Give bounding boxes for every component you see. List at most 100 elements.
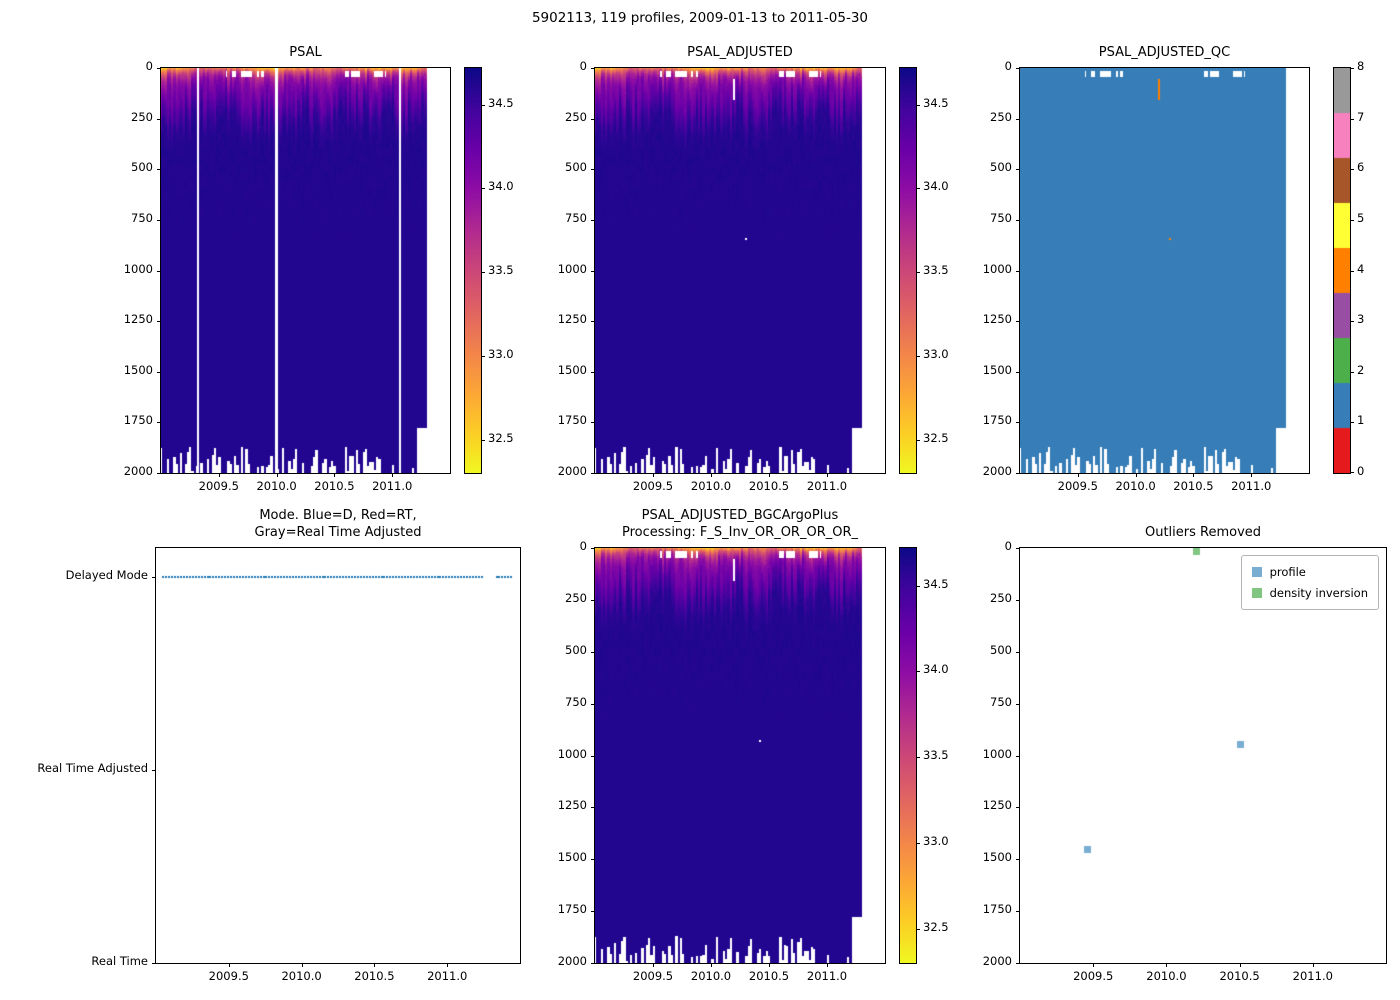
colorbar-tick-label: 2 [1357,362,1365,377]
x-tick-label: 2011.0 [427,969,468,983]
colorbar-tick-mark [481,104,485,106]
y-tick-mark [157,321,161,323]
x-tick-label: 2010.5 [1219,969,1260,983]
x-tick-mark [1239,963,1241,967]
y-tick-label: 1750 [982,902,1012,917]
colorbar-tick-label: 33.0 [923,833,949,848]
y-tick-label: 750 [565,694,587,709]
y-tick-label: 250 [565,109,587,124]
y-tick-label: 250 [990,590,1012,605]
colorbar-tick-label: 32.5 [923,430,949,445]
y-tick-mark [1016,118,1020,120]
y-tick-label: 1000 [982,746,1012,761]
x-tick-mark [228,963,230,967]
psal-adjusted-qc-heatmap-canvas [1020,68,1309,473]
y-tick-label: 1500 [557,850,587,865]
x-tick-label: 2009.5 [1073,969,1114,983]
legend-item-density-inversion: density inversion [1251,583,1368,604]
x-tick-label: 2010.5 [314,479,355,493]
y-tick-mark [1016,219,1020,221]
y-tick-mark [1016,859,1020,861]
y-tick-label: 1000 [123,261,153,276]
y-tick-label: 2000 [982,464,1012,478]
x-tick-mark [334,473,336,477]
y-tick-mark [591,422,595,424]
y-tick-mark [1016,651,1020,653]
y-tick-label: 1250 [123,312,153,327]
y-tick-label: 0 [145,59,153,73]
x-tick-label: 2010.0 [690,969,732,983]
colorbar-tick-label: 8 [1357,59,1365,73]
colorbar-tick-mark [1350,68,1354,69]
y-tick-mark [1016,270,1020,272]
qc-colorbar-canvas [1334,68,1350,473]
panel-psal-adjusted-bgc: PSAL_ADJUSTED_BGCArgoPlus Processing: F_… [558,508,886,983]
bgc-colorbar: 32.5 33.0 33.5 34.0 34.5 [899,547,949,964]
density-inversion-marker-swatch [1251,588,1262,599]
y-tick-label: 1000 [982,261,1012,276]
y-tick-label: 2000 [557,464,587,478]
y-tick-label: 500 [990,160,1012,175]
x-tick-label: 2011.0 [372,479,413,493]
bgc-heatmap-canvas [595,548,885,963]
y-tick-mark [591,371,595,373]
colorbar-tick-label: 0 [1357,464,1365,478]
y-tick-label: 750 [990,210,1012,225]
y-tick-mark [152,769,156,771]
y-tick-label: 1000 [557,746,587,761]
y-tick-mark [157,68,161,69]
y-tick-mark [152,576,156,578]
y-tick-label: 1250 [557,312,587,327]
colorbar-tick-label: 6 [1357,160,1365,175]
y-tick-mark [157,169,161,171]
colorbar-tick-mark [916,188,920,190]
colorbar-tick-mark [916,104,920,106]
y-tick-label: 500 [565,160,587,175]
y-tick-mark [157,219,161,221]
x-tick-mark [711,963,712,967]
y-tick-label: 1500 [557,362,587,377]
x-tick-label: 2010.5 [1173,479,1214,493]
y-tick-label: 500 [990,642,1012,657]
colorbar-tick-mark [916,842,920,844]
y-tick-label: 750 [131,210,153,225]
y-tick-label: 250 [565,590,587,605]
y-tick-label: 750 [990,694,1012,709]
x-tick-mark [301,963,303,967]
y-tick-label: 1500 [982,362,1012,377]
y-tick-mark [1016,599,1020,601]
y-category-label: Delayed Mode [65,567,148,582]
legend-label-profile: profile [1269,565,1306,579]
outliers-legend: profile density inversion [1240,555,1379,611]
y-tick-mark [1016,321,1020,323]
panel-outliers-title: Outliers Removed [1144,525,1262,541]
x-tick-mark [1251,473,1253,477]
colorbar-tick-mark [916,439,920,441]
y-tick-label: 0 [1004,539,1012,553]
colorbar-tick-label: 34.5 [923,576,949,591]
y-tick-mark [1016,68,1020,69]
x-tick-label: 2010.0 [1146,969,1187,983]
x-tick-label: 2009.5 [632,479,674,493]
colorbar-tick-mark [916,671,920,673]
x-tick-mark [769,963,770,967]
colorbar-tick-mark [1350,422,1354,424]
y-tick-mark [591,321,595,323]
panel-mode-title-line2: Gray=Real Time Adjusted [254,525,422,541]
y-tick-label: 1000 [557,261,587,276]
x-tick-label: 2011.0 [806,479,848,493]
colorbar-tick-mark [916,585,920,587]
psal-colorbar-canvas [465,68,481,473]
colorbar-tick-label: 33.5 [923,748,949,763]
y-tick-mark [591,473,595,474]
y-tick-mark [152,963,156,964]
colorbar-tick-label: 5 [1357,210,1365,225]
colorbar-tick-mark [481,188,485,190]
x-tick-mark [392,473,394,477]
x-tick-mark [653,963,654,967]
legend-item-profile: profile [1251,562,1368,583]
y-tick-mark [1016,371,1020,373]
colorbar-tick-mark [1350,118,1354,120]
x-tick-label: 2009.5 [208,969,249,983]
y-tick-label: 2000 [123,464,153,478]
